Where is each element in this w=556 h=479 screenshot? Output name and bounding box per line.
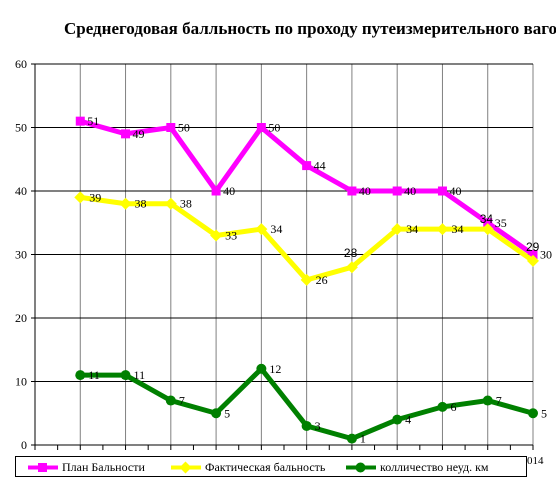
legend-label: Фактическая бальность [205, 459, 326, 474]
data-label: 3 [315, 419, 321, 433]
point-marker-diamond [527, 254, 539, 267]
point-marker-circle [528, 408, 538, 419]
data-label: 39 [89, 190, 101, 204]
data-label: 4 [405, 413, 411, 427]
axis-layer: 0 10 20 30 40 50 60 [15, 57, 534, 452]
legend-swatch [28, 462, 58, 472]
point-marker-circle [301, 420, 312, 431]
point-marker-circle [346, 433, 357, 444]
data-label: 40 [449, 184, 461, 198]
point-marker-circle [256, 363, 267, 374]
data-label: 30 [540, 248, 552, 262]
point-marker-diamond [345, 261, 358, 274]
data-label: 11 [88, 368, 100, 382]
data-label: 5 [224, 406, 230, 420]
point-marker-square [528, 250, 538, 259]
legend-item: колличество неуд. км [346, 459, 489, 475]
point-marker-diamond [481, 223, 494, 236]
y-tick-label: 0 [21, 438, 27, 452]
point-marker-square [483, 218, 493, 228]
point-marker-diamond [391, 223, 404, 236]
point-marker-square [302, 161, 312, 171]
y-tick-label: 40 [15, 184, 27, 198]
point-marker-circle [482, 395, 493, 406]
data-label: 34 [480, 212, 494, 226]
data-label: 6 [450, 400, 456, 414]
y-tick-label: 30 [15, 248, 27, 262]
data-label: 44 [314, 159, 326, 173]
data-label: 40 [404, 184, 416, 198]
data-label: 50 [268, 121, 280, 135]
data-label: 34 [451, 222, 463, 236]
chart-title: Среднегодовая балльность по проходу путе… [64, 19, 556, 38]
data-label: 35 [495, 216, 507, 230]
data-label: 26 [316, 273, 328, 287]
legend-swatch [171, 461, 201, 473]
point-marker-diamond [436, 223, 449, 236]
data-label: 33 [225, 228, 237, 242]
point-marker-square [211, 186, 221, 196]
legend-swatch [346, 462, 376, 472]
point-marker-circle [165, 395, 176, 406]
point-marker-circle [211, 408, 222, 419]
data-label: 49 [133, 127, 145, 141]
point-marker-square [392, 186, 402, 196]
point-marker-diamond [300, 273, 313, 286]
point-marker-square [347, 186, 357, 196]
data-label: 34 [406, 222, 418, 236]
data-label: 34 [270, 222, 282, 236]
chart-legend: План Бальности Фактическая бальность колли… [15, 456, 527, 477]
legend-label: колличество неуд. км [380, 459, 489, 474]
point-marker-circle [437, 401, 448, 412]
y-tick-label: 20 [15, 311, 27, 325]
data-label: 29 [526, 240, 540, 254]
point-marker-square [75, 116, 85, 126]
y-tick-label: 60 [15, 57, 27, 71]
x-axis-end-label: 014 [527, 455, 544, 467]
data-label: 38 [180, 197, 192, 211]
data-label: 28 [344, 246, 358, 260]
point-marker-square [121, 129, 131, 139]
legend-item: План Бальности [28, 459, 145, 475]
point-marker-circle [120, 370, 131, 381]
data-label: 38 [135, 197, 147, 211]
point-marker-diamond [164, 197, 177, 210]
y-tick-label: 50 [15, 121, 27, 135]
data-label: 40 [359, 184, 371, 198]
point-marker-circle [75, 370, 86, 381]
point-marker-diamond [119, 197, 132, 210]
y-tick-label: 10 [15, 375, 27, 389]
data-label: 7 [179, 394, 185, 408]
point-marker-circle [392, 414, 403, 425]
point-marker-diamond [210, 229, 223, 242]
data-label: 1 [360, 432, 366, 446]
data-label: 40 [223, 184, 235, 198]
data-label: 51 [87, 114, 99, 128]
data-label: 7 [496, 394, 502, 408]
data-label: 5 [541, 406, 547, 420]
data-label: 12 [269, 362, 281, 376]
legend-item: Фактическая бальность [171, 459, 325, 475]
data-label: 50 [178, 121, 190, 135]
point-marker-diamond [255, 223, 268, 236]
series-layer [74, 116, 539, 444]
legend-label: План Бальности [62, 459, 145, 474]
point-marker-square [256, 123, 266, 132]
point-marker-diamond [74, 191, 87, 204]
point-marker-square [166, 123, 176, 132]
data-label: 11 [134, 368, 146, 382]
point-marker-square [437, 186, 447, 196]
